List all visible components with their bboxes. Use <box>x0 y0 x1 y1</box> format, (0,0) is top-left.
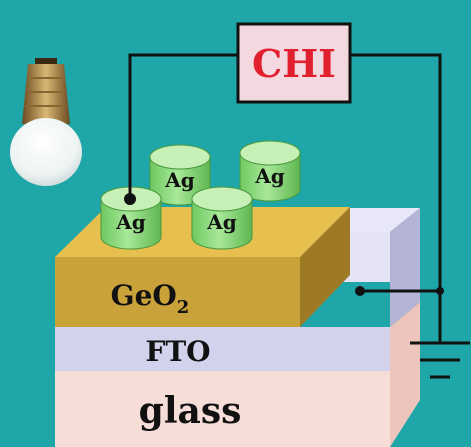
wire-to-ground <box>350 53 442 343</box>
ag-electrode-label: Ag <box>254 164 285 188</box>
ag-electrodes: AgAgAgAgAg <box>100 140 301 250</box>
fto-side <box>390 208 420 327</box>
ag-electrode-label: Ag <box>164 168 195 192</box>
ag-electrode-label: Ag <box>206 210 237 234</box>
glass-label: glass <box>139 390 242 432</box>
ground-symbol-icon <box>410 341 470 379</box>
geo2-front <box>55 257 300 327</box>
glass-side <box>390 302 420 447</box>
chi-instrument: CHI <box>236 22 352 104</box>
junction-dot <box>436 287 444 295</box>
ag-electrode: Ag <box>149 144 211 206</box>
circuit-wires <box>128 53 442 343</box>
ag-electrode: Ag <box>239 140 301 202</box>
wire-top-electrode <box>128 53 238 199</box>
geo2-label: GeO2 <box>111 279 190 318</box>
electrode-contact-dot <box>124 193 136 205</box>
ag-electrode-label: Ag <box>115 210 146 234</box>
light-bulb-icon <box>10 58 82 186</box>
fto-layer: FTO <box>55 208 420 371</box>
glass-substrate: glass <box>55 302 420 447</box>
fto-label: FTO <box>145 335 210 368</box>
geo2-side <box>300 207 350 327</box>
glass-front <box>55 370 390 447</box>
ag-electrode: Ag <box>191 186 253 250</box>
chi-label: CHI <box>252 41 336 86</box>
fto-contact-dot <box>355 286 365 296</box>
fto-front <box>55 327 390 371</box>
